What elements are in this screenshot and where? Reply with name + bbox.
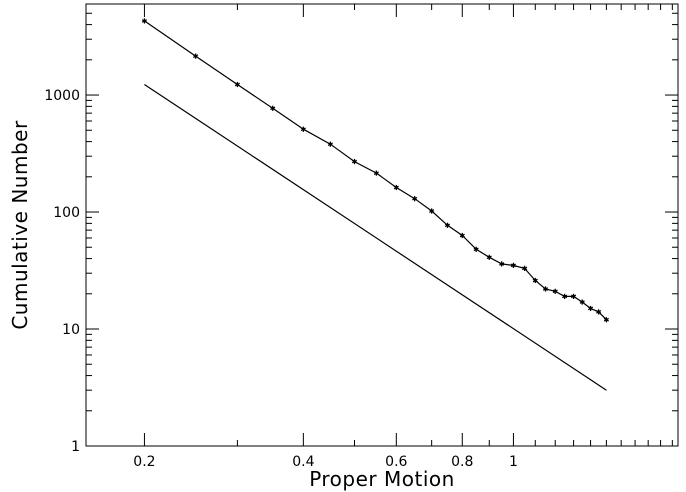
x-tick-label: 1 <box>509 454 518 470</box>
reference-power-law-line <box>144 83 607 391</box>
x-axis-title: Proper Motion <box>309 467 455 491</box>
x-tick-label: 0.2 <box>133 454 155 470</box>
data-point <box>596 309 602 315</box>
plot-frame <box>85 3 679 447</box>
data-point <box>532 277 538 284</box>
major-ticks <box>86 4 678 447</box>
data-point <box>459 232 465 239</box>
cumulative-count-line <box>144 20 607 321</box>
x-tick-label: 0.8 <box>451 454 473 470</box>
data-point <box>570 293 577 300</box>
data-point <box>300 126 306 132</box>
y-tick-label: 10 <box>62 322 80 338</box>
y-axis-title: Cumulative Number <box>8 120 32 330</box>
data-point <box>373 170 379 176</box>
data-point <box>141 18 148 24</box>
data-point <box>234 81 240 88</box>
data-point <box>393 184 399 191</box>
data-point <box>510 262 517 268</box>
x-tick-label: 0.6 <box>385 454 407 470</box>
x-tick-label: 0.4 <box>292 454 314 470</box>
series-layer <box>141 18 609 391</box>
data-point <box>444 222 451 228</box>
data-point <box>579 299 585 305</box>
data-point <box>270 105 276 111</box>
y-tick-label: 1 <box>71 439 80 455</box>
minor-ticks <box>86 3 678 446</box>
data-point <box>351 158 358 165</box>
data-point <box>542 286 549 292</box>
data-point <box>522 265 528 271</box>
data-point <box>412 196 418 202</box>
tick-labels: 0.2 0.4 0.6 0.8 1 1 10 100 1000 <box>44 88 518 470</box>
data-point <box>473 246 479 252</box>
y-tick-label: 1000 <box>44 88 80 104</box>
data-point <box>587 305 594 312</box>
data-point <box>193 53 199 59</box>
data-point <box>429 208 435 214</box>
data-point <box>499 261 505 267</box>
data-point <box>552 288 558 294</box>
data-point <box>486 254 492 260</box>
data-point <box>327 141 333 147</box>
data-point <box>603 317 609 323</box>
y-tick-label: 100 <box>53 205 80 221</box>
data-point <box>561 293 568 300</box>
